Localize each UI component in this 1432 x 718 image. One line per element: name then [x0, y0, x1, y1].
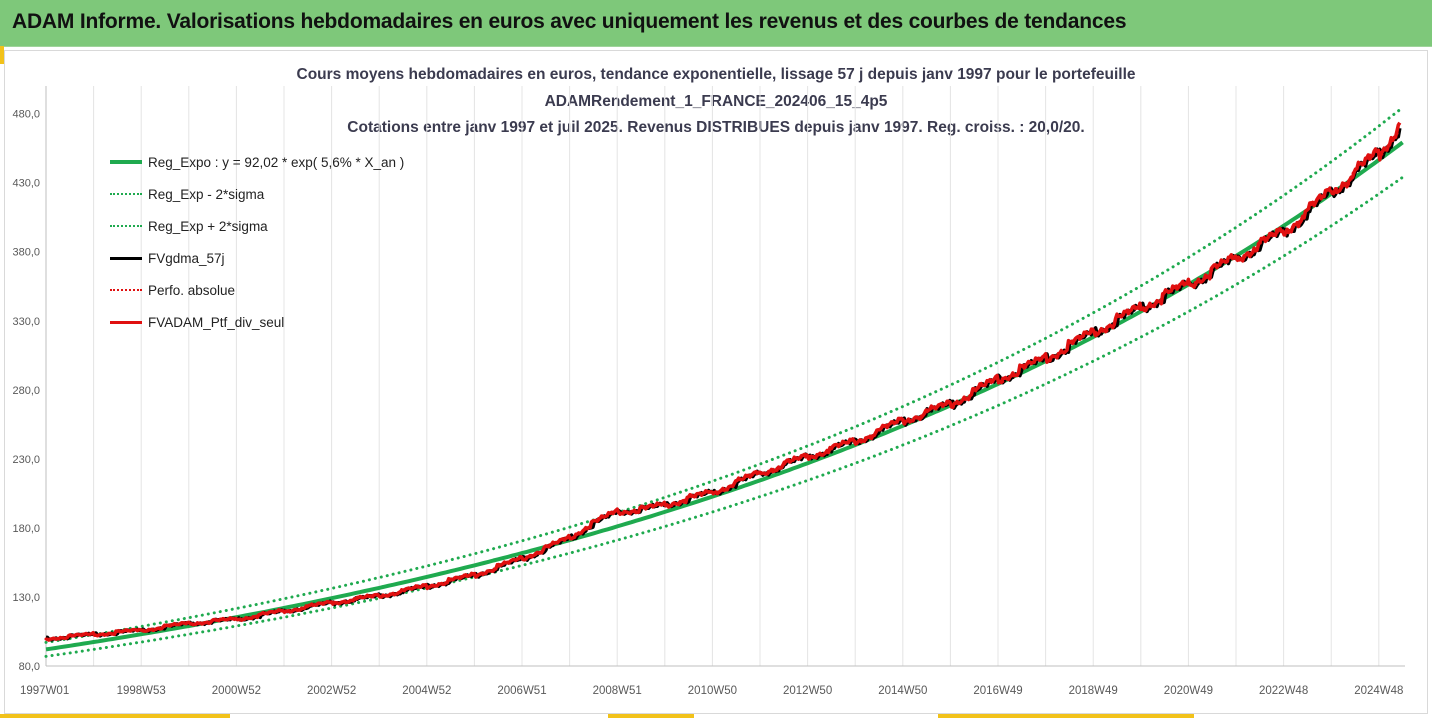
legend-item: Perfo. absolue [110, 274, 404, 306]
chart-title-line-2: ADAMRendement_1_FRANCE_202406_15_4p5 [544, 93, 888, 110]
x-tick-label: 2014W50 [878, 685, 927, 697]
legend-swatch [110, 256, 142, 260]
x-tick-label: 2002W52 [307, 685, 356, 697]
legend-label: FVADAM_Ptf_div_seul [148, 314, 285, 330]
x-tick-label: 2016W49 [973, 685, 1022, 697]
legend-item: FVADAM_Ptf_div_seul [110, 306, 404, 338]
y-tick-label: 380,0 [12, 247, 40, 259]
legend-swatch [110, 320, 142, 324]
legend-item: Reg_Exp + 2*sigma [110, 210, 404, 242]
legend-item: Reg_Exp - 2*sigma [110, 178, 404, 210]
accent-bar-bottom-right [938, 714, 1194, 718]
legend-label: Reg_Exp - 2*sigma [148, 186, 265, 202]
y-tick-label: 480,0 [12, 109, 40, 121]
legend-swatch [110, 193, 142, 195]
series-line-fvadam-ptf-div-seul [45, 121, 1402, 642]
y-tick-label: 130,0 [12, 592, 40, 604]
x-tick-label: 2006W51 [497, 685, 546, 697]
x-tick-label: 1998W53 [117, 685, 166, 697]
chart-title-line-3: Cotations entre janv 1997 et juil 2025. … [347, 119, 1085, 136]
accent-bar-bottom-left [0, 714, 230, 718]
legend-item: FVgdma_57j [110, 242, 404, 274]
series-line-reg-exp-2-sigma [44, 175, 1405, 658]
x-tick-label: 1997W01 [20, 685, 69, 697]
legend-label: FVgdma_57j [148, 250, 225, 266]
legend-swatch [110, 289, 142, 291]
x-tick-label: 2000W52 [212, 685, 261, 697]
x-tick-label: 2020W49 [1164, 685, 1213, 697]
grid-layer [93, 86, 1380, 666]
chart-frame [4, 50, 1428, 714]
y-tick-label: 330,0 [12, 316, 40, 328]
banner: ADAM Informe. Valorisations hebdomadaire… [0, 0, 1432, 47]
y-tick-label: 280,0 [12, 385, 40, 397]
x-tick-label: 2012W50 [783, 685, 832, 697]
y-tick-label: 430,0 [12, 178, 40, 190]
y-tick-label: 180,0 [12, 523, 40, 535]
x-tick-label: 2022W48 [1259, 685, 1308, 697]
y-tick-label: 80,0 [19, 661, 40, 673]
banner-title: ADAM Informe. Valorisations hebdomadaire… [12, 10, 1127, 33]
legend-label: Reg_Expo : y = 92,02 * exp( 5,6% * X_an … [148, 154, 405, 170]
axis-layer: 80,0 130,0 180,0 230,0 280,0 330,0 380,0 430,0 4… [12, 86, 1405, 697]
x-tick-label: 2018W49 [1069, 685, 1118, 697]
accent-bar-bottom-mid [608, 714, 694, 718]
accent-bar-left [0, 46, 4, 64]
x-tick-label: 2004W52 [402, 685, 451, 697]
legend-swatch [110, 225, 142, 227]
legend-label: Reg_Exp + 2*sigma [148, 218, 268, 234]
legend: Reg_Expo : y = 92,02 * exp( 5,6% * X_an … [110, 146, 404, 338]
x-tick-label: 2010W50 [688, 685, 737, 697]
legend-item: Reg_Expo : y = 92,02 * exp( 5,6% * X_an … [110, 146, 404, 178]
legend-swatch [110, 160, 142, 164]
x-tick-label: 2024W48 [1354, 685, 1403, 697]
x-tick-label: 2008W51 [593, 685, 642, 697]
chart-title-line-1: Cours moyens hebdomadaires en euros, ten… [296, 66, 1136, 83]
series-layer [44, 106, 1405, 658]
y-tick-label: 230,0 [12, 454, 40, 466]
legend-label: Perfo. absolue [148, 282, 236, 298]
